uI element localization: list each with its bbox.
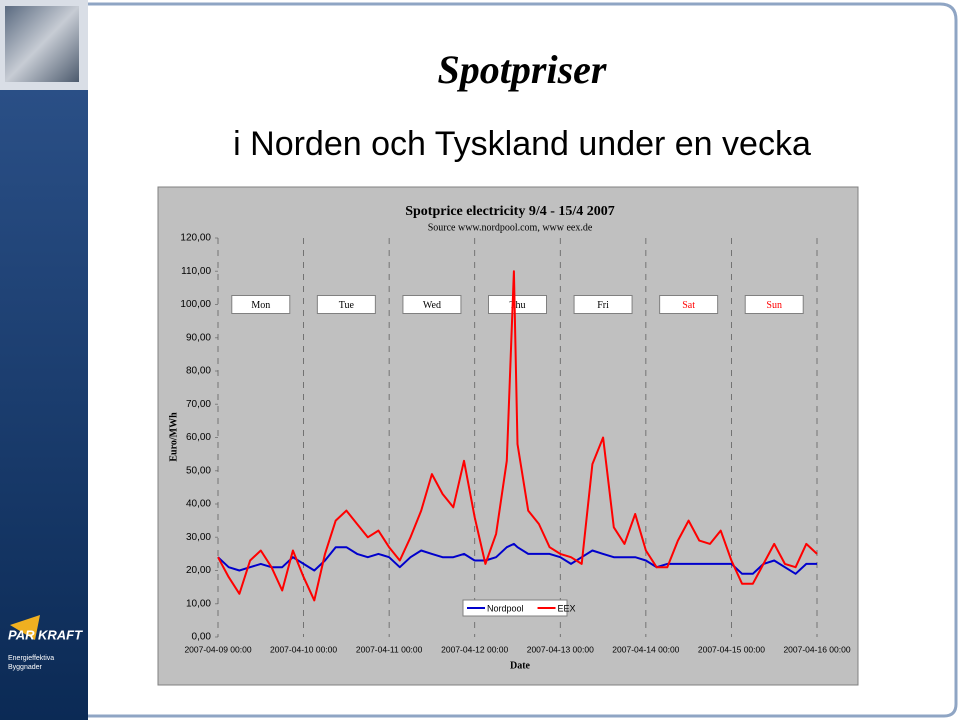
- day-box: [402, 295, 462, 314]
- logo-left: PAR: [8, 627, 35, 642]
- chart-title: Spotprice electricity 9/4 - 15/4 2007: [405, 204, 615, 219]
- day-label: Thu: [509, 300, 525, 311]
- photo: [5, 6, 79, 82]
- y-tick-label: 10,00: [186, 598, 211, 609]
- y-tick-label: 80,00: [186, 366, 211, 377]
- chart-subtitle: Source www.nordpool.com, www eex.de: [428, 222, 593, 233]
- y-tick-label: 0,00: [192, 632, 212, 643]
- x-tick-label: 2007-04-09 00:00: [184, 644, 251, 654]
- y-tick-label: 100,00: [180, 299, 211, 310]
- logo-tagline: Energieffektiva: [8, 655, 54, 662]
- day-box: [231, 295, 291, 314]
- day-box: [659, 295, 719, 314]
- slide-subtitle: i Norden och Tyskland under en vecka: [233, 125, 811, 163]
- x-tick-label: 2007-04-12 00:00: [441, 644, 508, 654]
- y-tick-label: 120,00: [180, 233, 211, 244]
- y-tick-label: 30,00: [186, 532, 211, 543]
- logo-tagline: Byggnader: [8, 664, 43, 671]
- x-tick-label: 2007-04-14 00:00: [612, 644, 679, 654]
- day-box: [744, 295, 804, 314]
- x-tick-label: 2007-04-13 00:00: [527, 644, 594, 654]
- series-line: [217, 542, 817, 575]
- y-tick-label: 70,00: [186, 399, 211, 410]
- day-label: Mon: [251, 300, 270, 311]
- y-tick-label: 110,00: [181, 266, 211, 277]
- day-box: [573, 295, 633, 314]
- day-box: [488, 295, 547, 314]
- legend-label: EEX: [558, 603, 576, 613]
- y-tick-label: 60,00: [186, 432, 211, 443]
- day-label: Tue: [339, 300, 355, 311]
- legend-box: [462, 599, 568, 617]
- legend-label: Nordpool: [487, 603, 524, 613]
- slide-title: Spotpriser: [438, 47, 607, 92]
- x-tick-label: 2007-04-15 00:00: [698, 644, 765, 654]
- day-label: Fri: [597, 300, 609, 311]
- y-tick-label: 90,00: [186, 332, 211, 343]
- logo-right: KRAFT: [38, 627, 83, 642]
- y-tick-label: 40,00: [186, 499, 211, 510]
- y-tick-label: 20,00: [186, 565, 211, 576]
- y-axis-label: Euro/MWh: [168, 412, 179, 462]
- day-box: [316, 295, 376, 314]
- side-bar: [0, 90, 88, 720]
- x-tick-label: 2007-04-10 00:00: [270, 644, 337, 654]
- slide-frame: [88, 2, 958, 718]
- x-tick-label: 2007-04-11 00:00: [356, 644, 423, 654]
- day-label: Sat: [682, 300, 695, 311]
- day-label: Wed: [423, 300, 441, 311]
- y-tick-label: 50,00: [186, 465, 211, 476]
- plot: 0,00 10,00 20,00 30,00 40,00 50,00 60,00 70,00 8…: [180, 233, 850, 655]
- x-tick-label: 2007-04-16 00:00: [783, 644, 850, 654]
- series-line: [217, 270, 818, 602]
- day-label: Sun: [766, 300, 782, 311]
- logo-mark: [10, 615, 40, 640]
- x-axis-label: Date: [510, 660, 531, 671]
